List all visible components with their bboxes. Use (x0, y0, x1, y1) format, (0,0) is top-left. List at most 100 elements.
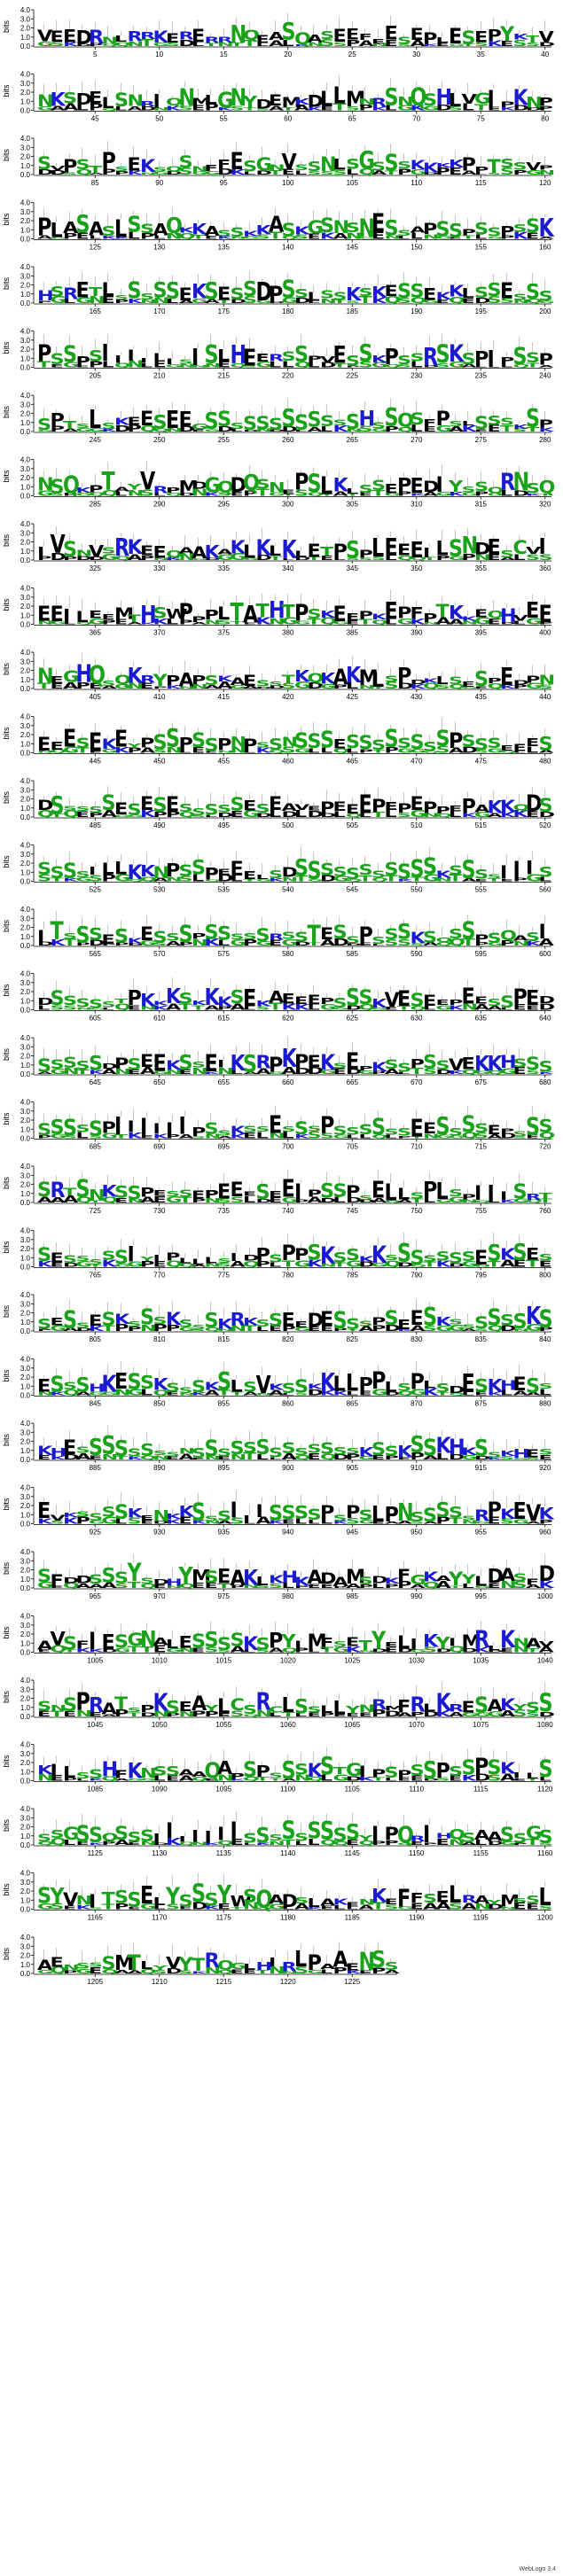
x-tick-label: 965 (90, 1592, 102, 1600)
logo-letter: S (539, 1381, 553, 1390)
logo-letter: E (51, 1250, 64, 1265)
x-tick-label: 590 (411, 950, 423, 958)
y-axis-label: bits (2, 149, 11, 162)
logo-letter: L (513, 553, 526, 563)
logo-letter: S (359, 483, 373, 496)
logo-letter: G (153, 42, 169, 47)
logo-letter: S (231, 421, 245, 431)
logo-letter: T (192, 234, 206, 240)
logo-letter: A (179, 300, 195, 304)
logo-letter: E (153, 1050, 167, 1077)
logo-letter: S (51, 476, 65, 499)
logo-letter: I (269, 1956, 276, 1969)
logo-letter: E (385, 38, 398, 48)
x-tick-label: 140 (282, 244, 294, 252)
logo-letter: L (282, 557, 294, 561)
logo-letter: T (539, 1191, 553, 1200)
x-tick-label: 245 (90, 436, 102, 444)
logo-letter: S (385, 83, 399, 112)
logo-letter: K (539, 426, 556, 432)
logo-letter: S (474, 284, 489, 301)
logo-letter: K (513, 423, 530, 430)
logo-letter: T (51, 916, 64, 945)
y-tick-label: 2.0 (20, 1759, 31, 1767)
logo-letter: D (76, 43, 93, 47)
logo-letter: S (63, 539, 77, 563)
x-tick-label: 255 (218, 436, 231, 444)
x-tick-label: 1010 (152, 1657, 168, 1665)
logo-letter: S (474, 219, 489, 238)
logo-letter: I (436, 471, 443, 497)
logo-letter: S (294, 488, 309, 498)
logo-letter: A (423, 491, 439, 497)
logo-letter: S (282, 275, 296, 303)
logo-letter: F (397, 1697, 411, 1716)
logo-letter: L (320, 424, 333, 433)
logo-letter: E (346, 1962, 359, 1973)
logo-letter: Q (114, 555, 131, 561)
logo-letter: E (243, 984, 256, 1012)
logo-letter: N (179, 362, 196, 368)
logo-letter: H (231, 340, 247, 370)
x-tick-label: 1190 (409, 1914, 425, 1922)
x-tick-label: 420 (282, 693, 294, 701)
y-axis-label: bits (2, 1626, 11, 1639)
x-tick-label: 1030 (409, 1657, 425, 1665)
logo-letter: S (51, 351, 65, 369)
logo-letter: N (513, 467, 530, 496)
logo-letter: E (89, 609, 102, 621)
logo-letter: M (282, 94, 301, 111)
logo-letter: P (37, 213, 51, 241)
logo-letter: K (256, 534, 273, 561)
x-tick-label: 135 (218, 244, 231, 252)
x-tick-label: 710 (411, 1143, 423, 1151)
logo-letter: G (474, 90, 490, 107)
logo-letter: S (308, 470, 322, 499)
logo-letter: F (51, 1571, 64, 1590)
logo-letter: T (89, 286, 103, 300)
logo-letter: E (231, 1179, 244, 1202)
logo-letter: Q (282, 236, 299, 240)
x-tick-label: 950 (411, 1529, 423, 1537)
y-tick-label: 2.0 (20, 346, 31, 354)
x-tick-label: 125 (90, 244, 102, 252)
logo-letter: N (231, 236, 247, 239)
logo-letter: Q (397, 554, 414, 562)
logo-letter: L (500, 488, 513, 497)
logo-letter: A (89, 172, 105, 175)
logo-letter: R (89, 27, 104, 49)
y-tick-label: 3.0 (20, 786, 31, 794)
y-tick-label: 0.0 (20, 1841, 31, 1849)
logo-letter: E (269, 794, 282, 815)
logo-letter: L (423, 1702, 435, 1715)
logo-letter: N (474, 553, 491, 563)
x-tick-label: 650 (153, 1078, 166, 1086)
x-tick-label: 890 (153, 1464, 166, 1472)
logo-row: bits 0.01.02.0 3.04.0 565 570 575 580 585 590 595… (2, 906, 554, 958)
logo-letter: K (231, 537, 247, 558)
x-tick-label: 815 (218, 1335, 231, 1343)
logo-letter: N (37, 474, 54, 495)
y-tick-label: 0.0 (20, 493, 31, 501)
logo-letter: P (63, 493, 78, 497)
logo-letter: L (462, 419, 475, 426)
x-tick-label: 395 (475, 629, 488, 637)
logo-letter: P (488, 27, 502, 43)
y-tick-label: 2.0 (20, 89, 31, 97)
logo-letter: S (282, 18, 296, 46)
y-tick-label: 2.0 (20, 1438, 31, 1446)
logo-letter: V (320, 354, 336, 365)
logo-letter: E (411, 537, 424, 564)
logo-letter: D (114, 424, 131, 434)
logo-letter: L (436, 1179, 449, 1205)
y-tick-label: 0.0 (20, 942, 31, 950)
logo-letter: S (102, 546, 116, 556)
y-axis-label: bits (2, 1369, 11, 1382)
x-tick-label: 175 (218, 307, 231, 315)
y-tick-label: 4.0 (20, 1613, 31, 1621)
logo-letter: K (205, 492, 222, 497)
logo-letter: G (359, 237, 375, 239)
logo-letter: D (140, 105, 157, 112)
logo-letter: E (513, 1497, 527, 1524)
logo-letter: T (243, 39, 257, 49)
